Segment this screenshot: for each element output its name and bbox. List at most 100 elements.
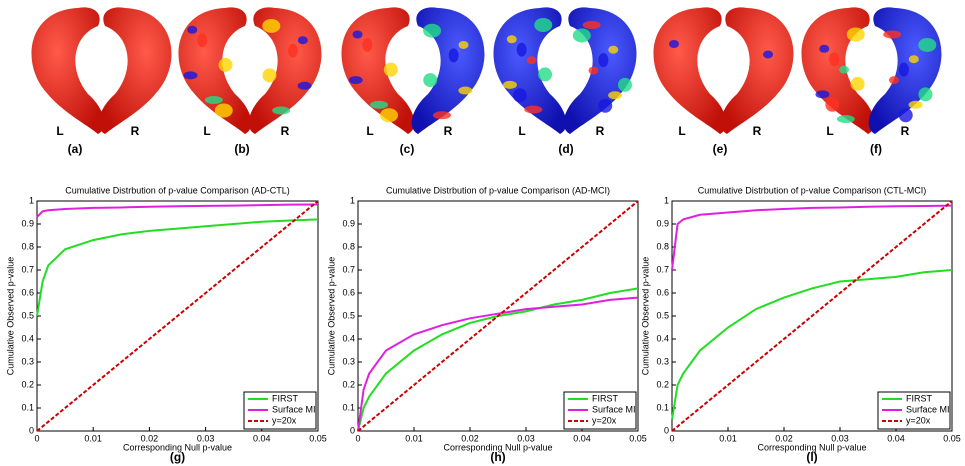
panel-label: (d) <box>558 142 573 156</box>
x-tick-label: 0.04 <box>887 433 905 443</box>
panel-label: (b) <box>234 142 249 156</box>
y-tick-label: 0.7 <box>21 264 34 274</box>
shape-blob <box>846 27 865 42</box>
shape-blob <box>598 53 609 68</box>
x-axis-label: Corresponding Null p-value <box>443 442 552 452</box>
shape-blob <box>608 91 623 100</box>
shape-blob <box>836 115 855 124</box>
series-line <box>671 200 953 432</box>
shape-blob <box>262 68 277 83</box>
shape-blob <box>423 73 438 88</box>
x-tick-label: 0.05 <box>943 433 961 443</box>
legend-label: FIRST <box>272 393 299 403</box>
shape-blob <box>918 87 933 102</box>
shape-blob <box>352 30 363 39</box>
series-line <box>357 200 639 432</box>
x-axis-label: Corresponding Null p-value <box>757 442 866 452</box>
panel-label: (f) <box>870 142 882 156</box>
y-tick-label: 1 <box>664 195 669 205</box>
shape-blob <box>588 66 599 75</box>
shape-blob <box>370 100 389 109</box>
side-label: L <box>678 124 685 138</box>
y-tick-label: 0.4 <box>342 333 355 343</box>
shape-blob <box>187 25 198 34</box>
y-tick-label: 0.4 <box>21 333 34 343</box>
shape-blob <box>534 18 553 32</box>
legend-label: y=20x <box>592 415 617 425</box>
hippocampus-shape <box>341 7 415 134</box>
shape-surface <box>341 7 415 134</box>
x-tick-label: 0.05 <box>309 433 327 443</box>
side-label: L <box>203 124 210 138</box>
shape-surface <box>178 7 252 134</box>
legend-label: y=20x <box>272 415 297 425</box>
shape-surface <box>720 7 794 134</box>
y-tick-label: 0.9 <box>342 218 355 228</box>
hippocampus-shape <box>178 7 252 134</box>
shape-blob <box>183 71 198 80</box>
shape-blob <box>214 103 233 118</box>
shape-blob <box>287 43 298 58</box>
y-tick-label: 0.2 <box>342 379 355 389</box>
hippocampus-shape <box>868 7 942 134</box>
side-label: L <box>518 124 525 138</box>
shape-blob <box>448 48 459 63</box>
x-tick-label: 0.02 <box>461 433 479 443</box>
chart-title: Cumulative Distrbution of p-value Compar… <box>698 185 927 195</box>
hippocampus-shape <box>493 7 567 134</box>
shape-blob <box>432 111 451 120</box>
y-tick-label: 0 <box>29 425 34 435</box>
shape-blob <box>380 108 398 123</box>
x-tick-label: 0.01 <box>84 433 102 443</box>
shape-blob <box>458 86 473 95</box>
x-tick-label: 0.03 <box>197 433 215 443</box>
shape-surface <box>563 7 637 134</box>
shape-surface <box>248 7 322 134</box>
shape-blob <box>297 81 312 90</box>
x-tick-label: 0.01 <box>405 433 423 443</box>
y-tick-label: 0.3 <box>342 356 355 366</box>
y-tick-label: 0.2 <box>656 379 669 389</box>
shape-blob <box>908 55 919 64</box>
shape-blob <box>572 28 591 43</box>
y-tick-label: 0.8 <box>656 241 669 251</box>
shape-blob <box>502 80 517 89</box>
series-line <box>36 203 319 218</box>
x-tick-label: 0 <box>34 433 39 443</box>
y-tick-label: 0.6 <box>656 287 669 297</box>
shape-blob <box>815 90 830 99</box>
y-tick-label: 0.9 <box>656 218 669 228</box>
x-axis-label: Corresponding Null p-value <box>123 442 232 452</box>
shape-blob <box>825 97 840 112</box>
hippocampus-shape <box>31 7 105 134</box>
shape-blob <box>582 21 601 29</box>
shape-blob <box>423 23 442 38</box>
x-tick-label: 0.03 <box>517 433 535 443</box>
shape-blob <box>538 67 553 82</box>
y-axis-label: Cumulative Observed p-value <box>326 257 336 376</box>
shape-blob <box>524 105 543 114</box>
shape-surface <box>801 7 875 134</box>
panel-label: (a) <box>68 142 83 156</box>
shape-blob <box>516 42 527 57</box>
shape-blob <box>898 62 909 77</box>
x-tick-label: 0.02 <box>141 433 159 443</box>
shape-blob <box>526 56 537 65</box>
shape-surface <box>493 7 567 134</box>
panel-label: (c) <box>400 142 415 156</box>
y-tick-label: 0.8 <box>21 241 34 251</box>
y-tick-label: 0.1 <box>342 402 355 412</box>
side-label: L <box>366 124 373 138</box>
side-label: R <box>753 124 762 138</box>
x-tick-label: 0 <box>669 433 674 443</box>
hippocampus-shape <box>720 7 794 134</box>
panel-label: (l) <box>806 450 817 464</box>
side-label: R <box>281 124 290 138</box>
shape-surface <box>411 7 485 134</box>
series-line <box>36 200 319 432</box>
x-tick-label: 0.04 <box>253 433 271 443</box>
y-tick-label: 0.5 <box>656 310 669 320</box>
chart-title: Cumulative Distrbution of p-value Compar… <box>386 185 610 195</box>
y-tick-label: 0.5 <box>21 310 34 320</box>
